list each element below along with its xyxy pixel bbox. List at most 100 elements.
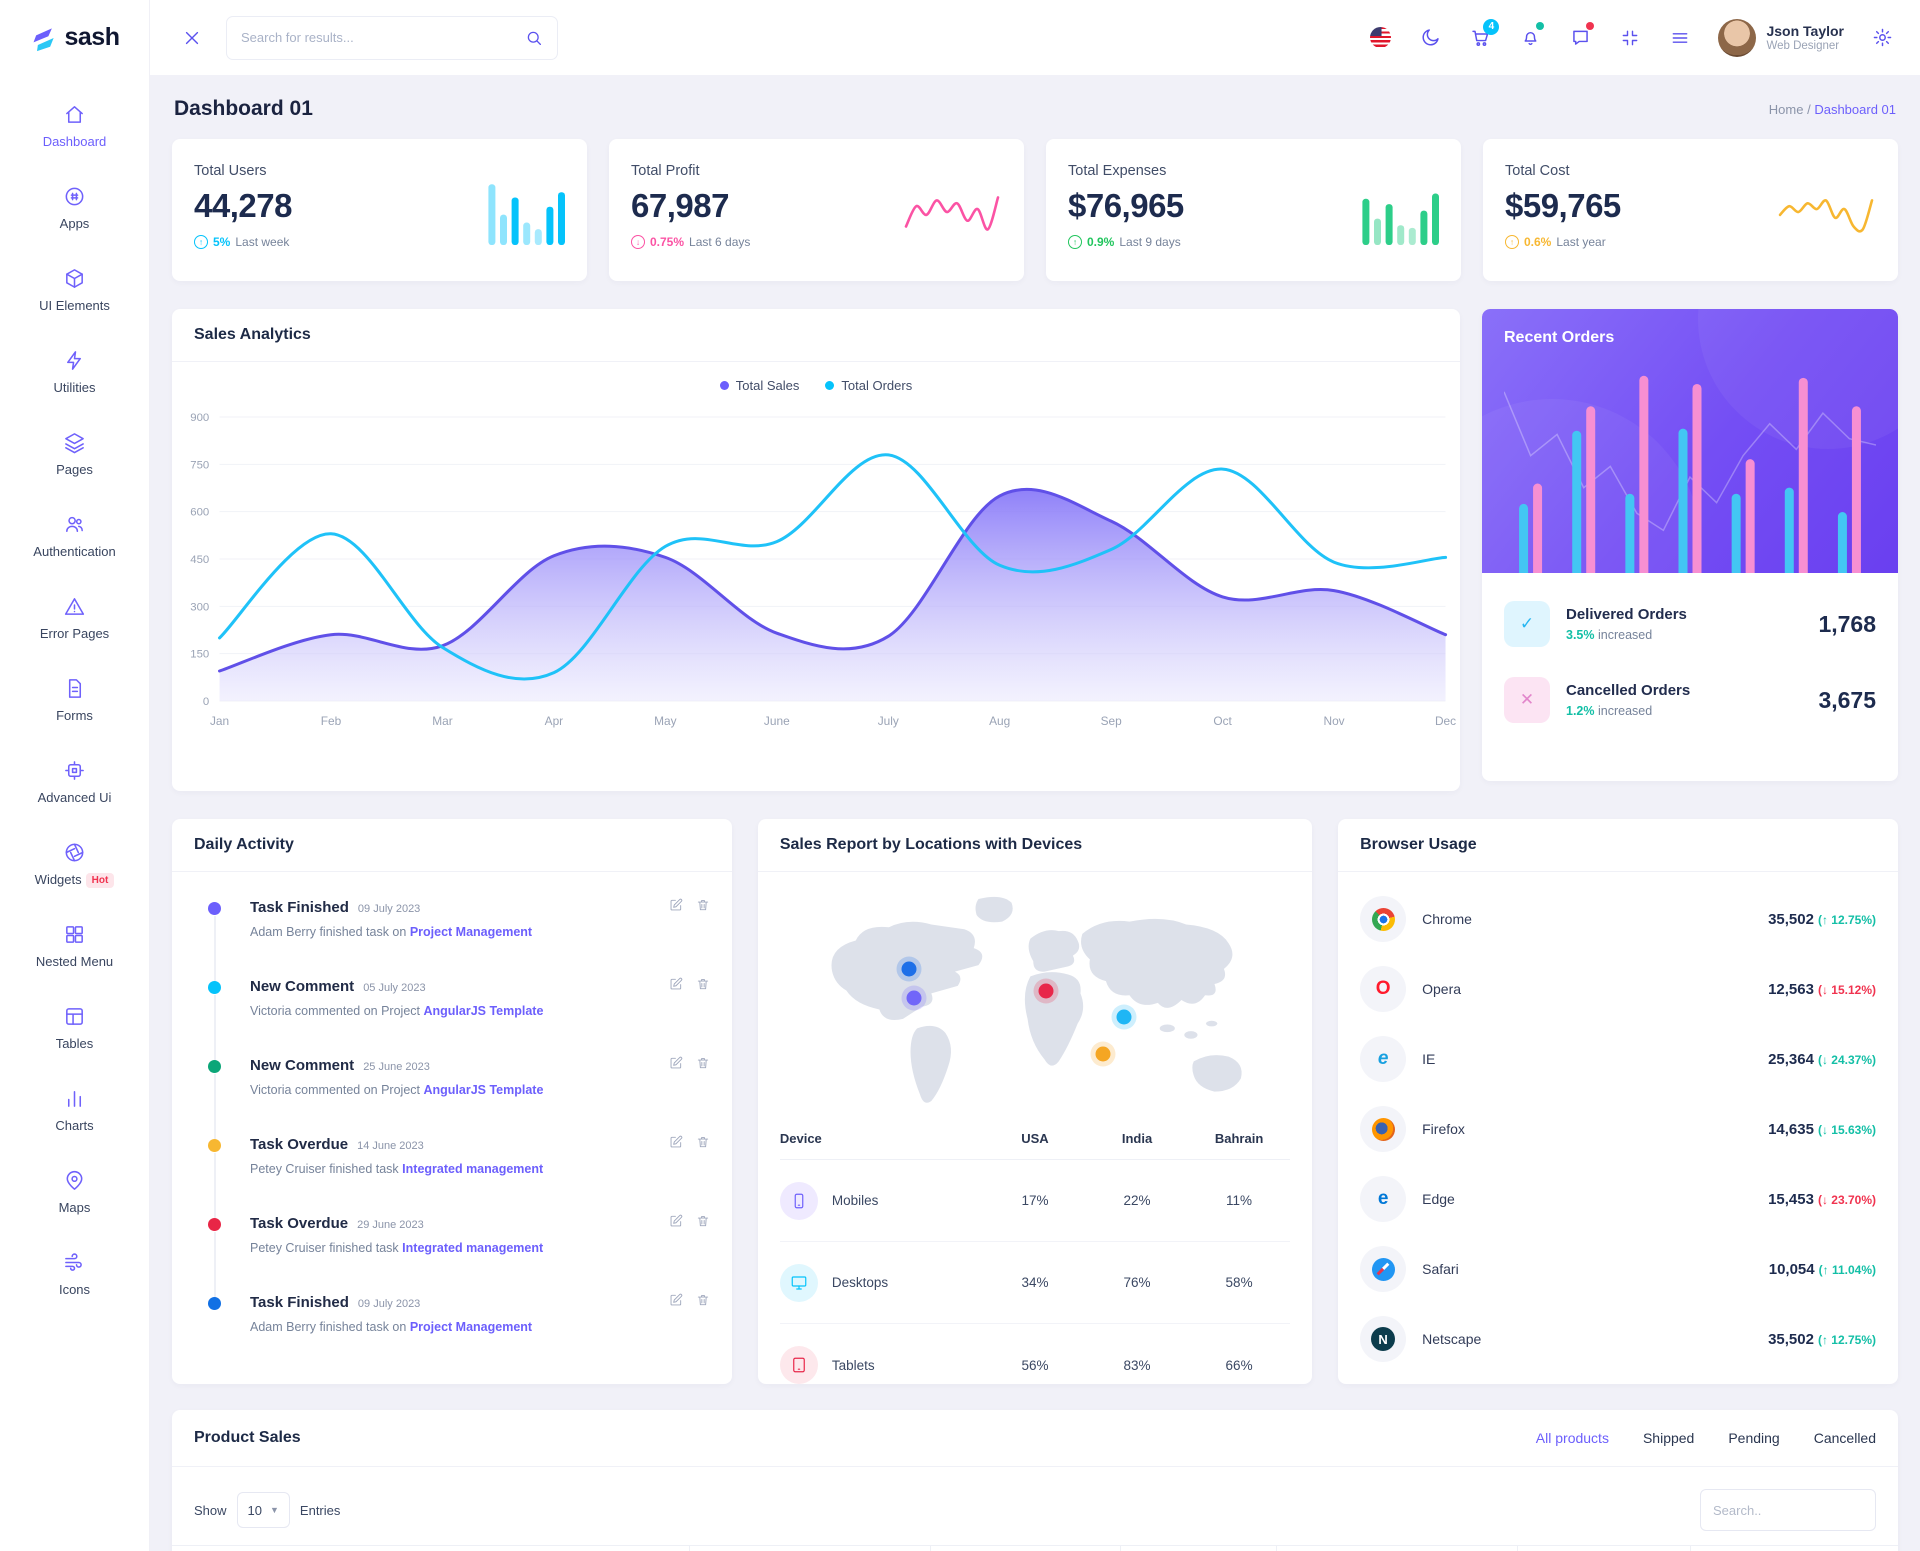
browser-change: (↑ 12.75%) [1817,912,1876,927]
language-flag-button[interactable] [1368,26,1392,50]
browser-change: (↑ 12.75%) [1817,1332,1876,1347]
svg-text:600: 600 [190,507,209,519]
browser-row-opera: O Opera 12,563 (↓ 15.12%) [1360,954,1876,1024]
global-search[interactable] [226,15,558,60]
activity-link[interactable]: AngularJS Template [423,1083,544,1097]
dark-mode-button[interactable] [1418,26,1442,50]
sidebar-item-charts[interactable]: Charts [0,1069,149,1151]
breadcrumb: Home / Dashboard 01 [1768,101,1896,117]
delete-button[interactable] [696,1214,710,1228]
sidebar-item-error-pages[interactable]: Error Pages [0,577,149,659]
brand[interactable]: sash [0,0,149,75]
sidebar-nav: Dashboard Apps UI Elements Utilities Pag… [0,75,149,1315]
sidebar-toggle-button[interactable] [180,26,204,50]
alert-triangle-icon [64,598,85,615]
desktop-icon [791,1275,807,1290]
search-input[interactable] [241,30,525,45]
sidebar-item-nested-menu[interactable]: Nested Menu [0,905,149,987]
edit-button[interactable] [669,1135,683,1149]
sidebar-item-ui-elements[interactable]: UI Elements [0,249,149,331]
delete-button[interactable] [696,977,710,991]
sidebar-item-forms[interactable]: Forms [0,659,149,741]
edit-button[interactable] [669,977,683,991]
stat-delta: ↑ 0.6% [1505,235,1551,249]
delete-button[interactable] [696,1056,710,1070]
sidebar-item-utilities[interactable]: Utilities [0,331,149,413]
stat-period: Last week [235,235,290,249]
safari-icon [1371,1257,1395,1281]
notifications-button[interactable] [1518,21,1545,50]
file-text-icon [68,679,82,698]
brand-name: sash [64,23,120,51]
cancelled-orders-row: ✕ Cancelled Orders 1.2% increased 3,675 [1504,677,1876,723]
table-icon [66,1008,83,1025]
map-marker[interactable] [1095,1046,1111,1062]
daily-activity-title: Daily Activity [172,819,732,872]
activity-item: Task Finished 09 July 2023 Adam Berry fin… [194,1293,710,1372]
cart-button[interactable]: 4 [1468,18,1500,50]
sidebar-item-apps[interactable]: Apps [0,167,149,249]
sidebar-item-pages[interactable]: Pages [0,413,149,495]
trash-icon [697,979,708,990]
stat-delta: ↑ 5% [194,235,230,249]
svg-text:Jan: Jan [210,715,229,728]
activity-link[interactable]: Integrated management [402,1162,544,1176]
sidebar-item-icons[interactable]: Icons [0,1233,149,1315]
right-panel-button[interactable] [1668,26,1692,50]
daily-activity-card: Daily Activity Task Finished 09 July 2023… [172,819,732,1384]
sidebar-item-dashboard[interactable]: Dashboard [0,85,149,167]
sidebar-item-widgets[interactable]: Widgets Hot [0,823,149,905]
activity-link[interactable]: Project Management [409,925,533,939]
legend-total-orders[interactable]: Total Orders [825,378,912,393]
sidebar-item-tables[interactable]: Tables [0,987,149,1069]
home-icon [66,106,83,123]
sidebar-item-authentication[interactable]: Authentication [0,495,149,577]
settings-button[interactable] [1870,26,1894,50]
search-icon[interactable] [525,29,543,47]
edit-button[interactable] [669,898,683,912]
avatar [1718,18,1757,57]
svg-text:May: May [654,715,677,728]
fullscreen-button[interactable] [1618,26,1642,50]
device-table-header: Device USA India Bahrain [779,1118,1291,1160]
breadcrumb-home[interactable]: Home [1768,101,1804,117]
activity-link[interactable]: AngularJS Template [423,1004,544,1018]
legend-total-sales[interactable]: Total Sales [719,378,799,393]
activity-link[interactable]: Integrated management [402,1241,544,1255]
tab-shipped[interactable]: Shipped [1642,1430,1695,1446]
delete-button[interactable] [696,1293,710,1307]
user-menu[interactable]: Json Taylor Web Designer [1718,18,1844,57]
delete-button[interactable] [696,1135,710,1149]
sidebar-item-advanced-ui[interactable]: Advanced Ui [0,741,149,823]
map-marker[interactable] [901,961,917,977]
trash-icon [697,1295,708,1306]
entries-select[interactable]: 10 ▼ [236,1492,290,1528]
edit-button[interactable] [669,1056,683,1070]
table-search-input[interactable] [1700,1489,1876,1531]
browser-change: (↓ 15.63%) [1817,1122,1876,1137]
map-marker[interactable] [906,990,922,1006]
topbar: 4 Json Taylor Web Designer [150,0,1920,75]
sidebar-item-maps[interactable]: Maps [0,1151,149,1233]
trash-icon [697,1058,708,1069]
browser-change: (↓ 15.12%) [1817,982,1876,997]
tab-all-products[interactable]: All products [1535,1430,1609,1446]
cpu-icon [65,761,84,780]
svg-text:Mar: Mar [432,715,453,728]
messages-button[interactable] [1568,21,1595,50]
activity-link[interactable]: Project Management [409,1320,533,1334]
sales-report-title: Sales Report by Locations with Devices [757,819,1313,872]
edit-button[interactable] [669,1293,683,1307]
timeline-dot [208,1139,221,1152]
stat-card-total-users: Total Users 44,278 ↑ 5% Last week [172,139,587,281]
map-marker[interactable] [1116,1009,1132,1025]
tab-cancelled[interactable]: Cancelled [1813,1430,1876,1446]
edit-icon [670,898,683,911]
tab-pending[interactable]: Pending [1728,1430,1780,1446]
delete-button[interactable] [696,898,710,912]
sparkline-bars [488,184,565,245]
edit-button[interactable] [669,1214,683,1228]
map-marker[interactable] [1038,983,1054,999]
recent-orders-title: Recent Orders [1504,329,1615,346]
stat-value: 67,987 [631,187,729,224]
